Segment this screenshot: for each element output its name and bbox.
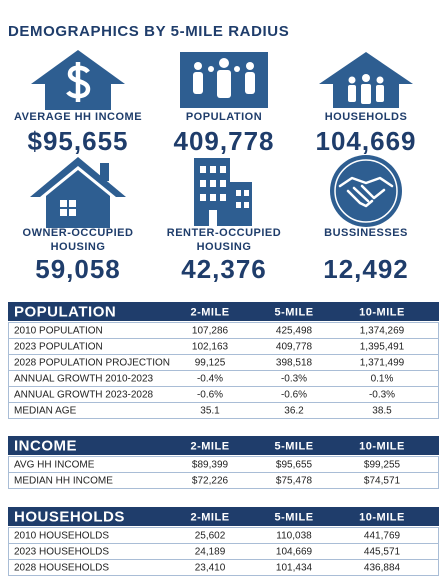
cell-value: 445,571 — [364, 547, 401, 558]
cell-value: 99,125 — [195, 358, 226, 369]
row-label: 2028 HOUSEHOLDS — [14, 563, 109, 574]
table-row — [8, 472, 439, 489]
cell-value: -0.6% — [281, 390, 307, 401]
cell-value: 24,189 — [195, 547, 226, 558]
stat-label: HOUSEHOLDS — [325, 111, 408, 123]
table-row — [8, 402, 439, 419]
cell-value: $72,226 — [192, 476, 229, 487]
row-label: MEDIAN AGE — [14, 406, 77, 417]
cell-value: 1,395,491 — [360, 342, 405, 353]
icons — [30, 50, 413, 228]
cell-value: 101,434 — [276, 563, 313, 574]
row-label: AVG HH INCOME — [14, 460, 95, 471]
tables: POPULATION 2-MILE 5-MILE 10-MILE 2010 POPULA… — [8, 302, 439, 576]
stat-value: $95,655 — [28, 126, 129, 156]
row-label: 2010 HOUSEHOLDS — [14, 531, 109, 542]
cell-value: -0.6% — [197, 390, 223, 401]
column-header: 5-MILE — [274, 440, 313, 452]
stat-label: HOUSING — [197, 241, 252, 253]
cell-value: $95,655 — [276, 460, 313, 471]
row-label: 2010 POPULATION — [14, 326, 103, 337]
cell-value: 441,769 — [364, 531, 401, 542]
stat-label: HOUSING — [51, 241, 106, 253]
cell-value: 1,371,499 — [360, 358, 405, 369]
column-header: 2-MILE — [190, 511, 229, 523]
cell-value: 107,286 — [192, 326, 229, 337]
cell-value: $75,478 — [276, 476, 313, 487]
cell-value: -0.3% — [281, 374, 307, 385]
cell-value: 36.2 — [284, 406, 304, 417]
page-title: DEMOGRAPHICS BY 5-MILE RADIUS — [8, 23, 289, 40]
column-header: 10-MILE — [359, 440, 405, 452]
cell-value: 38.5 — [372, 406, 392, 417]
column-header: 2-MILE — [190, 306, 229, 318]
business-icon — [330, 155, 402, 227]
stat-value: 59,058 — [35, 254, 121, 284]
cell-value: 1,374,269 — [360, 326, 405, 337]
stat-label: AVERAGE HH INCOME — [14, 111, 142, 123]
column-header: 5-MILE — [274, 306, 313, 318]
cell-value: 425,498 — [276, 326, 313, 337]
cell-value: -0.3% — [369, 390, 395, 401]
stat-value: 104,669 — [316, 126, 417, 156]
cell-value: 23,410 — [195, 563, 226, 574]
cell-value: 102,163 — [192, 342, 229, 353]
stat-value: 42,376 — [181, 254, 267, 284]
cell-value: $89,399 — [192, 460, 229, 471]
row-label: 2028 POPULATION PROJECTION — [14, 358, 170, 369]
table-header-bar — [8, 436, 439, 455]
stat-value: 12,492 — [323, 254, 409, 284]
renter-icon — [194, 158, 252, 226]
stat-value: 409,778 — [174, 126, 275, 156]
column-header: 10-MILE — [359, 306, 405, 318]
table-title: INCOME — [14, 437, 77, 454]
stats: AVERAGE HH INCOME $95,655 POPULATION 409,77… — [14, 111, 417, 284]
owner-icon — [30, 157, 126, 228]
row-label: ANNUAL GROWTH 2010-2023 — [14, 374, 154, 385]
population-icon — [180, 52, 268, 108]
cell-value: 35.1 — [200, 406, 220, 417]
cell-value: 104,669 — [276, 547, 313, 558]
row-label: ANNUAL GROWTH 2023-2028 — [14, 390, 154, 401]
column-header: 5-MILE — [274, 511, 313, 523]
stat-label: RENTER-OCCUPIED — [167, 227, 281, 239]
stat-label: OWNER-OCCUPIED — [23, 227, 134, 239]
row-label: MEDIAN HH INCOME — [14, 476, 113, 487]
cell-value: 398,518 — [276, 358, 313, 369]
cell-value: 110,038 — [276, 531, 312, 542]
stat-label: BUSSINESSES — [324, 227, 408, 239]
income-icon — [31, 50, 125, 110]
table-header-bar — [8, 302, 439, 321]
cell-value: 409,778 — [276, 342, 313, 353]
cell-value: $74,571 — [364, 476, 401, 487]
cell-value: $99,255 — [364, 460, 401, 471]
cell-value: 436,884 — [364, 563, 401, 574]
cell-value: 25,602 — [195, 531, 226, 542]
cell-value: 0.1% — [371, 374, 394, 385]
table-row — [8, 559, 439, 576]
column-header: 2-MILE — [190, 440, 229, 452]
table-title: HOUSEHOLDS — [14, 508, 125, 525]
stat-label: POPULATION — [186, 111, 262, 123]
table-header-bar — [8, 507, 439, 526]
cell-value: -0.4% — [197, 374, 223, 385]
table-title: POPULATION — [14, 303, 116, 320]
row-label: 2023 HOUSEHOLDS — [14, 547, 109, 558]
row-label: 2023 POPULATION — [14, 342, 103, 353]
column-header: 10-MILE — [359, 511, 405, 523]
households-icon — [319, 52, 413, 108]
